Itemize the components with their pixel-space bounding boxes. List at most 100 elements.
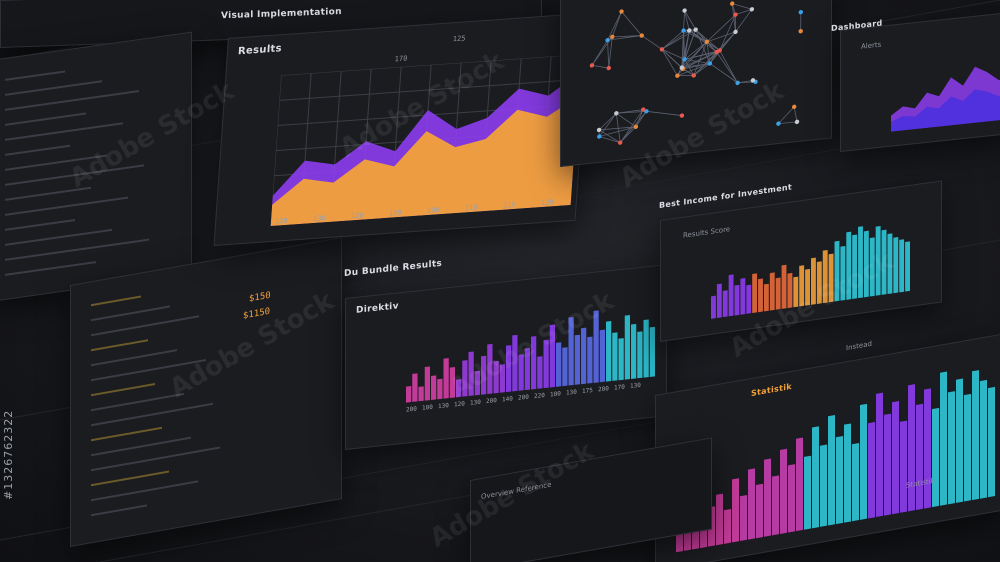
big-bar [836,436,843,525]
big-bar [884,413,891,516]
big-bar [892,400,899,515]
network-node [640,107,646,112]
network-edge [661,30,684,50]
mid-bar [406,386,412,403]
list-line [5,186,91,201]
network-edge [689,30,720,51]
network-node [589,63,595,68]
network-node [610,34,615,40]
mid-bar [524,347,530,391]
area-chart: 120 130 120 170 190 110 115 120 [270,54,582,227]
right-bar [887,233,893,295]
right-bar [716,283,722,319]
grid-line [281,54,582,76]
mid-bar [481,355,487,395]
list-line [5,70,65,81]
big-bar [932,407,939,508]
mid-bar [581,327,587,385]
big-bar [908,384,915,512]
right-bar [816,261,822,304]
network-panel [560,0,832,167]
right-bar [858,226,863,299]
network-edge [716,51,738,84]
network-node [639,33,644,38]
big-bar [796,437,803,532]
mid-bar [549,324,555,388]
right-bar-chart [711,225,910,319]
network-edge [608,36,613,69]
right-bar [893,237,899,294]
network-node [776,121,781,126]
network-node [679,65,685,70]
x-tick-label: 200 [518,394,529,402]
purple-area-panel: Dashboard Alerts [831,11,1000,152]
network-node [691,73,696,78]
right-bar [881,229,887,295]
big-bar [732,478,739,543]
big-bar [900,420,907,513]
network-edge [607,11,622,41]
area-meta-1: 170 [394,54,408,64]
right-bar [769,272,775,311]
network-edge [793,106,798,122]
mid-bar [574,334,580,385]
list-line [5,228,112,246]
list-line [91,383,155,397]
network-node [597,134,602,139]
big-bar [948,391,955,505]
network-edge [646,110,683,116]
mid-bar [624,315,630,380]
network-edge [598,129,621,144]
big-bar [748,468,755,540]
list-line [5,196,128,216]
big-bar [916,403,923,510]
network-edge [615,113,621,143]
network-edge [732,3,753,10]
x-tick-label: 110 [465,203,478,213]
network-edge [681,30,684,68]
network-edge [677,63,710,77]
purple-area-chart [891,66,1000,132]
network-edge [607,35,642,41]
network-node [617,140,623,145]
right-bar [799,265,805,307]
mid-bar [593,310,599,383]
mid-bar [618,338,624,381]
network-edge [681,63,710,69]
x-tick-label: 130 [470,399,481,407]
right-bar [711,295,716,319]
x-tick-label: 120 [351,211,364,221]
network-node [675,73,680,78]
network-node [735,80,740,86]
x-tick-label: 190 [427,205,440,215]
big-bar [924,388,931,509]
big-bar [804,455,811,530]
network-edge [619,126,637,143]
x-tick-label: 170 [389,208,402,218]
network-node [798,28,803,34]
right-bar [905,241,910,292]
network-node [596,127,602,133]
big-bar [956,378,963,503]
mid-bar [456,379,462,398]
big-bar [852,443,859,522]
network-node [644,109,649,114]
big-bar [788,464,795,533]
right-bar [869,237,875,297]
list-line [91,305,170,322]
x-tick-label: 220 [534,392,545,400]
mid-bar [649,326,655,377]
network-edge [599,113,617,137]
right-bar [828,253,834,303]
network-edge [635,109,644,127]
x-tick-label: 130 [566,389,577,397]
network-node [606,65,611,71]
network-node [619,9,624,14]
mid-bar [568,316,574,386]
network-edge [684,30,690,60]
big-bar [716,493,723,546]
network-edge [661,49,678,76]
list-line [5,80,102,96]
x-tick-label: 200 [406,405,417,412]
network-edge [706,14,736,43]
